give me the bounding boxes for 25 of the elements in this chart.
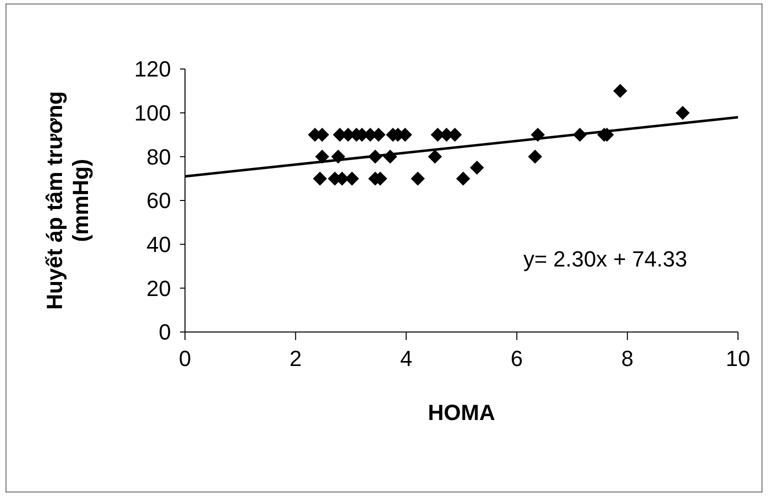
point [528, 150, 542, 164]
x-tick-label: 2 [289, 346, 302, 371]
x-tick-label: 8 [621, 346, 634, 371]
y-tick-label: 100 [134, 100, 171, 126]
point [428, 150, 442, 164]
x-axis-title: HOMA [428, 400, 496, 425]
y-tick-label: 120 [134, 56, 171, 82]
y-tick-label: 80 [146, 144, 171, 170]
point [410, 172, 425, 186]
point [613, 84, 628, 98]
x-tick-label: 0 [178, 346, 192, 371]
y-tick-label: 0 [158, 320, 171, 345]
y-tick-label: 60 [146, 188, 171, 214]
point [456, 172, 470, 186]
y-axis-title: Huyết áp tâm trương (mmHg) [42, 91, 93, 310]
point [470, 160, 484, 175]
point [676, 106, 690, 120]
point [345, 172, 360, 186]
y-tick-label: 40 [146, 232, 171, 258]
x-tick-label: 10 [726, 346, 750, 371]
annotation: y= 2.30x + 74.33 [523, 246, 688, 272]
y-tick-label: 20 [146, 276, 171, 301]
x-tick-label: 4 [400, 346, 412, 371]
x-tick-label: 6 [510, 346, 523, 371]
point [312, 172, 327, 186]
